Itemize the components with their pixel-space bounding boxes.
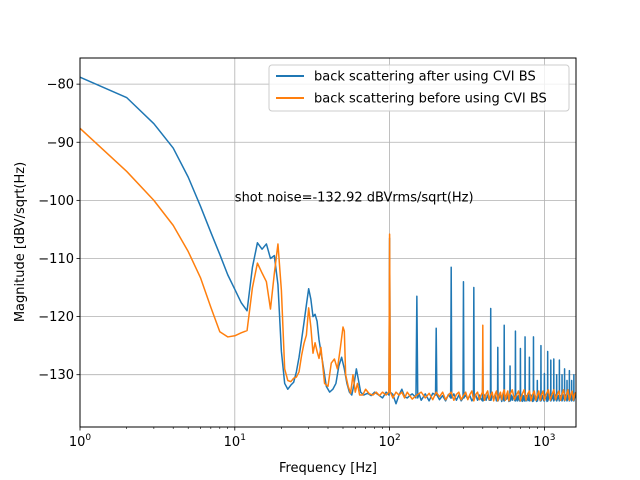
- x-tick-label: 102: [378, 433, 400, 450]
- ticks: −80 −90 −100 −110 −120 −130 100 101 102 103: [38, 78, 555, 450]
- y-tick-label: −130: [38, 368, 74, 383]
- legend-label-before: back scattering before using CVI BS: [314, 92, 547, 107]
- annotation-shot-noise: shot noise=-132.92 dBVrms/sqrt(Hz): [235, 190, 474, 205]
- y-axis-label: Magnitude [dBV/sqrt(Hz): [13, 162, 28, 322]
- x-tick-label: 101: [224, 433, 246, 450]
- y-tick-label: −120: [38, 310, 74, 325]
- x-tick-label: 100: [69, 433, 92, 450]
- y-tick-label: −90: [47, 136, 74, 151]
- plot-background: [80, 58, 576, 427]
- series-before-line: [80, 127, 576, 402]
- y-tick-label: −80: [47, 78, 74, 93]
- y-tick-label: −110: [38, 252, 74, 267]
- series-group: [80, 76, 576, 405]
- y-tick-label: −100: [38, 194, 74, 209]
- legend: back scattering after using CVI BS back …: [268, 64, 570, 112]
- legend-box: [268, 64, 570, 112]
- x-tick-label: 103: [533, 433, 555, 450]
- legend-label-after: back scattering after using CVI BS: [314, 70, 536, 85]
- x-axis-label: Frequency [Hz]: [279, 461, 377, 476]
